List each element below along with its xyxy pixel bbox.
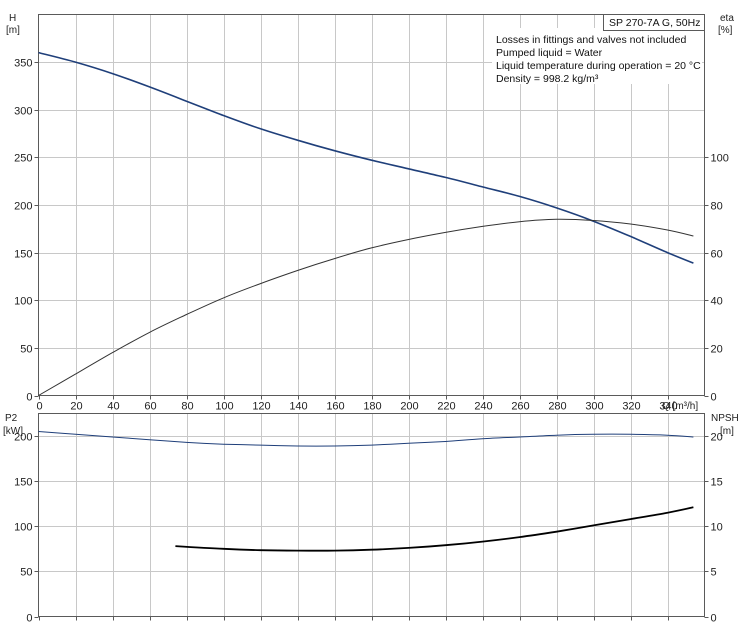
x-tick-label: 300 [585, 401, 603, 413]
y-left-tick-label: 150 [14, 477, 32, 489]
y-right-tick-label: 20 [711, 344, 723, 356]
y-left-tick-label: 0 [26, 392, 32, 404]
npsh-axis-label-line2: [m] [720, 426, 734, 437]
x-tick-label: 260 [511, 401, 529, 413]
y-right-tick-label: 0 [711, 613, 717, 625]
x-tick-label: 80 [181, 401, 193, 413]
y-right-tick-label: 0 [711, 392, 717, 404]
x-tick-label: 40 [107, 401, 119, 413]
eta-curve [38, 218, 694, 396]
eta-axis-label-line2: [%] [718, 25, 733, 36]
x-tick-label: 280 [548, 401, 566, 413]
y-right-tick-label: 100 [711, 153, 729, 165]
bottom-panel-frame [38, 413, 705, 617]
x-tick-label: 100 [215, 401, 233, 413]
y-left-tick-label: 0 [26, 613, 32, 625]
y-left-tick-label: 100 [14, 296, 32, 308]
h-axis-label-line1: H [9, 13, 16, 24]
h-axis-label-line2: [m] [6, 25, 20, 36]
note-liquid-temperature: Liquid temperature during operation = 20… [496, 60, 701, 72]
y-right-tick-label: 15 [711, 477, 723, 489]
x-tick-label: 60 [144, 401, 156, 413]
p2-axis-label-line1: P2 [5, 413, 18, 424]
x-tick-label: 320 [622, 401, 640, 413]
x-tick-label: 120 [252, 401, 270, 413]
x-tick-label: 160 [326, 401, 344, 413]
npsh-axis-label-line1: NPSH [711, 413, 739, 424]
y-left-tick-label: 150 [14, 249, 32, 261]
note-losses: Losses in fittings and valves not includ… [496, 34, 686, 46]
x-tick-label: 0 [36, 401, 42, 413]
y-left-tick-label: 200 [14, 201, 32, 213]
x-tick-label: 340 [659, 401, 677, 413]
note-density: Density = 998.2 kg/m³ [496, 73, 599, 85]
x-tick-label: 140 [289, 401, 307, 413]
title-box [603, 14, 705, 31]
y-right-tick-label: 60 [711, 249, 723, 261]
bottom-panel-ticks: 0 50 100 150 200 0 5 10 15 20 [14, 432, 723, 625]
y-right-tick-label: 10 [711, 522, 723, 534]
x-tick-label: 220 [437, 401, 455, 413]
x-tick-label: 240 [474, 401, 492, 413]
y-right-tick-label: 5 [711, 567, 717, 579]
y-left-tick-label: 50 [20, 344, 32, 356]
y-left-tick-label: 200 [14, 432, 32, 444]
npsh-curve [175, 506, 694, 552]
q-axis-label: Q [m³/h] [662, 401, 698, 412]
x-tick-label: 20 [70, 401, 82, 413]
info-box-background [492, 28, 702, 84]
y-left-tick-label: 50 [20, 567, 32, 579]
p2-axis-label-line2: [kW] [3, 426, 23, 437]
p2-curve [38, 431, 694, 447]
curves [38, 51, 694, 552]
y-left-tick-label: 350 [14, 58, 32, 70]
x-tick-label: 180 [363, 401, 381, 413]
bottom-panel-grid [38, 413, 705, 617]
note-pumped-liquid: Pumped liquid = Water [496, 47, 603, 59]
top-panel-ticks: 0 20 40 60 80 100 120 140 160 180 200 220 240 260 280 3… [14, 58, 729, 413]
eta-axis-label-line1: eta [720, 13, 734, 24]
y-right-tick-label: 80 [711, 201, 723, 213]
x-tick-label: 200 [400, 401, 418, 413]
y-right-tick-label: 40 [711, 296, 723, 308]
y-left-tick-label: 300 [14, 106, 32, 118]
chart-title: SP 270-7A G, 50Hz [609, 17, 700, 29]
h-curve [38, 51, 694, 264]
y-right-tick-label: 20 [711, 432, 723, 444]
y-left-tick-label: 100 [14, 522, 32, 534]
top-panel-grid [38, 14, 705, 396]
y-left-tick-label: 250 [14, 153, 32, 165]
